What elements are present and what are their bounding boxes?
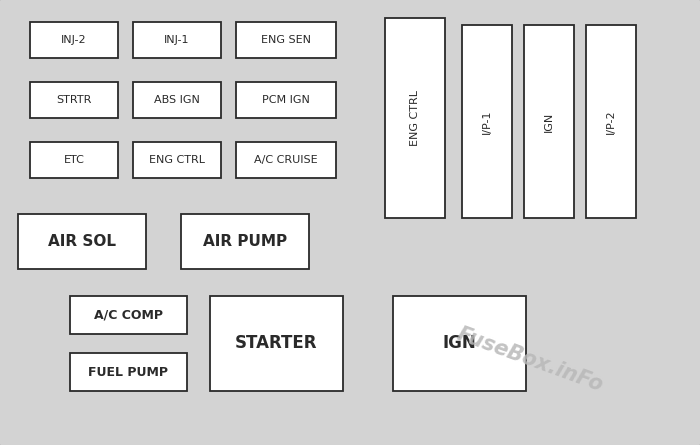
FancyBboxPatch shape	[70, 296, 187, 334]
Text: A/C COMP: A/C COMP	[94, 308, 163, 321]
FancyBboxPatch shape	[30, 22, 118, 58]
Text: I/P-1: I/P-1	[482, 109, 492, 134]
FancyBboxPatch shape	[133, 82, 221, 118]
Text: PCM IGN: PCM IGN	[262, 95, 310, 105]
Text: INJ-2: INJ-2	[61, 35, 87, 45]
Text: ENG CTRL: ENG CTRL	[410, 90, 420, 146]
FancyBboxPatch shape	[133, 142, 221, 178]
Text: FUEL PUMP: FUEL PUMP	[88, 365, 169, 379]
Text: STARTER: STARTER	[235, 335, 318, 352]
Text: FuseBox.inFo: FuseBox.inFo	[454, 324, 606, 396]
FancyBboxPatch shape	[385, 18, 445, 218]
Text: ENG SEN: ENG SEN	[261, 35, 311, 45]
Text: ABS IGN: ABS IGN	[154, 95, 200, 105]
Text: INJ-1: INJ-1	[164, 35, 190, 45]
Text: ENG CTRL: ENG CTRL	[149, 155, 205, 165]
Text: AIR PUMP: AIR PUMP	[203, 234, 287, 249]
FancyBboxPatch shape	[30, 82, 118, 118]
FancyBboxPatch shape	[236, 142, 336, 178]
FancyBboxPatch shape	[393, 296, 526, 391]
FancyBboxPatch shape	[462, 25, 512, 218]
Text: AIR SOL: AIR SOL	[48, 234, 116, 249]
Text: IGN: IGN	[442, 335, 477, 352]
Text: A/C CRUISE: A/C CRUISE	[254, 155, 318, 165]
Text: IGN: IGN	[544, 111, 554, 132]
FancyBboxPatch shape	[236, 22, 336, 58]
FancyBboxPatch shape	[236, 82, 336, 118]
FancyBboxPatch shape	[586, 25, 636, 218]
FancyBboxPatch shape	[18, 214, 146, 269]
FancyBboxPatch shape	[70, 353, 187, 391]
FancyBboxPatch shape	[210, 296, 343, 391]
FancyBboxPatch shape	[30, 142, 118, 178]
Text: I/P-2: I/P-2	[606, 109, 616, 134]
FancyBboxPatch shape	[133, 22, 221, 58]
FancyBboxPatch shape	[181, 214, 309, 269]
Text: ETC: ETC	[64, 155, 85, 165]
FancyBboxPatch shape	[524, 25, 574, 218]
Text: STRTR: STRTR	[56, 95, 92, 105]
